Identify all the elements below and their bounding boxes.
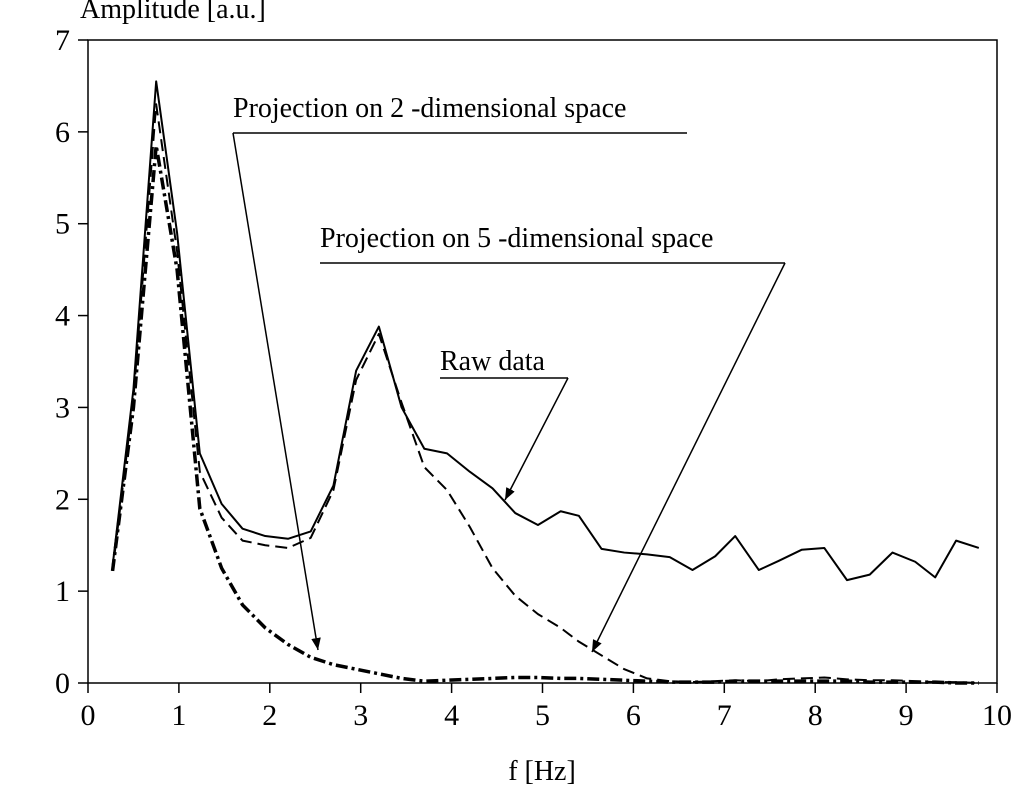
- y-axis-label: Amplitude [a.u.]: [80, 0, 266, 25]
- y-tick-label: 0: [55, 667, 70, 700]
- x-tick-label: 2: [262, 699, 277, 732]
- y-tick-label: 2: [55, 483, 70, 516]
- series-label: Projection on 2 -dimensional space: [233, 93, 626, 124]
- x-tick-label: 10: [982, 699, 1012, 732]
- x-tick-label: 6: [626, 699, 641, 732]
- y-tick-label: 4: [55, 300, 70, 333]
- series-line: [111, 80, 980, 582]
- x-tick-label: 8: [808, 699, 823, 732]
- y-tick-label: 6: [55, 116, 70, 149]
- y-tick-label: 3: [55, 391, 70, 424]
- x-tick-label: 0: [81, 699, 96, 732]
- x-tick-label: 9: [899, 699, 914, 732]
- series-line: [110, 143, 979, 685]
- y-tick-label: 7: [55, 24, 70, 57]
- series-label: Projection on 5 -dimensional space: [320, 223, 713, 254]
- x-tick-label: 3: [353, 699, 368, 732]
- series-line: [111, 103, 979, 684]
- y-tick-label: 1: [55, 575, 70, 608]
- x-axis-label: f [Hz]: [508, 756, 576, 787]
- y-tick-label: 5: [55, 208, 70, 241]
- label-arrow: [504, 377, 569, 501]
- label-arrow: [232, 132, 321, 651]
- x-tick-label: 1: [171, 699, 186, 732]
- label-arrow: [591, 262, 786, 653]
- x-tick-label: 4: [444, 699, 459, 732]
- x-tick-label: 7: [717, 699, 732, 732]
- series-label: Raw data: [440, 346, 546, 377]
- x-tick-label: 5: [535, 699, 550, 732]
